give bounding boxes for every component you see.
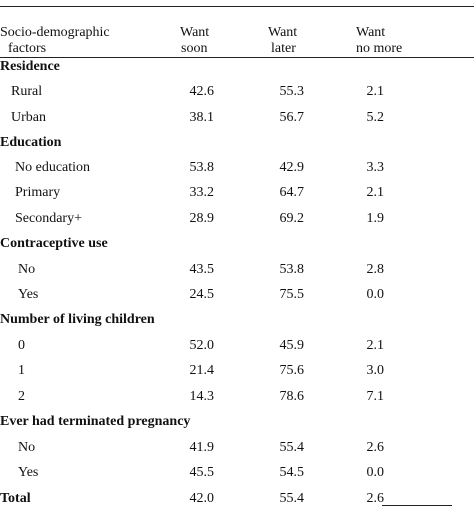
cell-want-later: 56.7 bbox=[279, 110, 305, 125]
row-label: No bbox=[18, 262, 36, 277]
cell-want-later: 55.4 bbox=[279, 440, 305, 455]
header-col-want-later-line1: Want bbox=[268, 25, 298, 40]
cell-want-no-more: 2.1 bbox=[366, 338, 385, 353]
cell-want-no-more: 1.9 bbox=[366, 211, 385, 226]
cell-want-soon: 53.8 bbox=[189, 160, 215, 175]
header-col-want-no-more-line2: no more bbox=[356, 41, 403, 56]
row-label: No bbox=[18, 440, 36, 455]
cell-want-no-more: 0.0 bbox=[366, 465, 385, 480]
total-row-want-later: 55.4 bbox=[279, 491, 305, 506]
table-bottom-rule bbox=[382, 505, 452, 506]
cell-want-later: 78.6 bbox=[279, 389, 305, 404]
cell-want-soon: 33.2 bbox=[189, 185, 215, 200]
row-label: Secondary+ bbox=[15, 211, 82, 226]
cell-want-later: 53.8 bbox=[279, 262, 305, 277]
cell-want-soon: 21.4 bbox=[189, 363, 215, 378]
row-label: 2 bbox=[18, 389, 25, 404]
row-label: Rural bbox=[11, 84, 43, 99]
total-row-want-no-more: 2.6 bbox=[366, 491, 385, 506]
header-bottom-rule bbox=[0, 57, 474, 58]
section-heading: Ever had terminated pregnancy bbox=[0, 414, 191, 429]
header-col-factors-line2: factors bbox=[8, 41, 47, 56]
cell-want-soon: 24.5 bbox=[189, 287, 215, 302]
row-label: 0 bbox=[18, 338, 25, 353]
cell-want-no-more: 2.8 bbox=[366, 262, 385, 277]
cell-want-no-more: 7.1 bbox=[366, 389, 385, 404]
row-label: No education bbox=[15, 160, 91, 175]
cell-want-no-more: 5.2 bbox=[366, 110, 385, 125]
section-heading: Education bbox=[0, 135, 62, 150]
header-col-want-soon-line2: soon bbox=[181, 41, 208, 56]
cell-want-soon: 28.9 bbox=[189, 211, 215, 226]
cell-want-later: 42.9 bbox=[279, 160, 305, 175]
cell-want-soon: 42.6 bbox=[189, 84, 215, 99]
row-label: 1 bbox=[18, 363, 25, 378]
header-col-want-later-line2: later bbox=[271, 41, 296, 56]
row-label: Yes bbox=[18, 287, 39, 302]
cell-want-soon: 52.0 bbox=[189, 338, 215, 353]
cell-want-no-more: 2.1 bbox=[366, 84, 385, 99]
header-col-factors-line1: Socio-demographic bbox=[0, 25, 110, 40]
cell-want-soon: 43.5 bbox=[189, 262, 215, 277]
cell-want-later: 55.3 bbox=[279, 84, 305, 99]
section-heading: Contraceptive use bbox=[0, 236, 108, 251]
cell-want-no-more: 2.6 bbox=[366, 440, 385, 455]
cell-want-later: 75.5 bbox=[279, 287, 305, 302]
cell-want-later: 64.7 bbox=[279, 185, 305, 200]
cell-want-soon: 45.5 bbox=[189, 465, 215, 480]
cell-want-soon: 41.9 bbox=[189, 440, 215, 455]
total-row-want-soon: 42.0 bbox=[189, 491, 215, 506]
cell-want-soon: 14.3 bbox=[189, 389, 215, 404]
cell-want-no-more: 2.1 bbox=[366, 185, 385, 200]
cell-want-no-more: 3.0 bbox=[366, 363, 385, 378]
row-label: Urban bbox=[11, 110, 46, 125]
cell-want-later: 69.2 bbox=[279, 211, 305, 226]
section-heading: Number of living children bbox=[0, 312, 155, 327]
cell-want-later: 54.5 bbox=[279, 465, 305, 480]
cell-want-no-more: 3.3 bbox=[366, 160, 385, 175]
header-col-want-soon-line1: Want bbox=[180, 25, 210, 40]
cell-want-soon: 38.1 bbox=[189, 110, 215, 125]
total-row-label: Total bbox=[0, 491, 31, 506]
cell-want-no-more: 0.0 bbox=[366, 287, 385, 302]
cell-want-later: 45.9 bbox=[279, 338, 305, 353]
row-label: Primary bbox=[15, 185, 61, 200]
section-heading: Residence bbox=[0, 59, 60, 74]
row-label: Yes bbox=[18, 465, 39, 480]
cell-want-later: 75.6 bbox=[279, 363, 305, 378]
table-top-rule bbox=[0, 6, 474, 7]
header-col-want-no-more-line1: Want bbox=[356, 25, 386, 40]
